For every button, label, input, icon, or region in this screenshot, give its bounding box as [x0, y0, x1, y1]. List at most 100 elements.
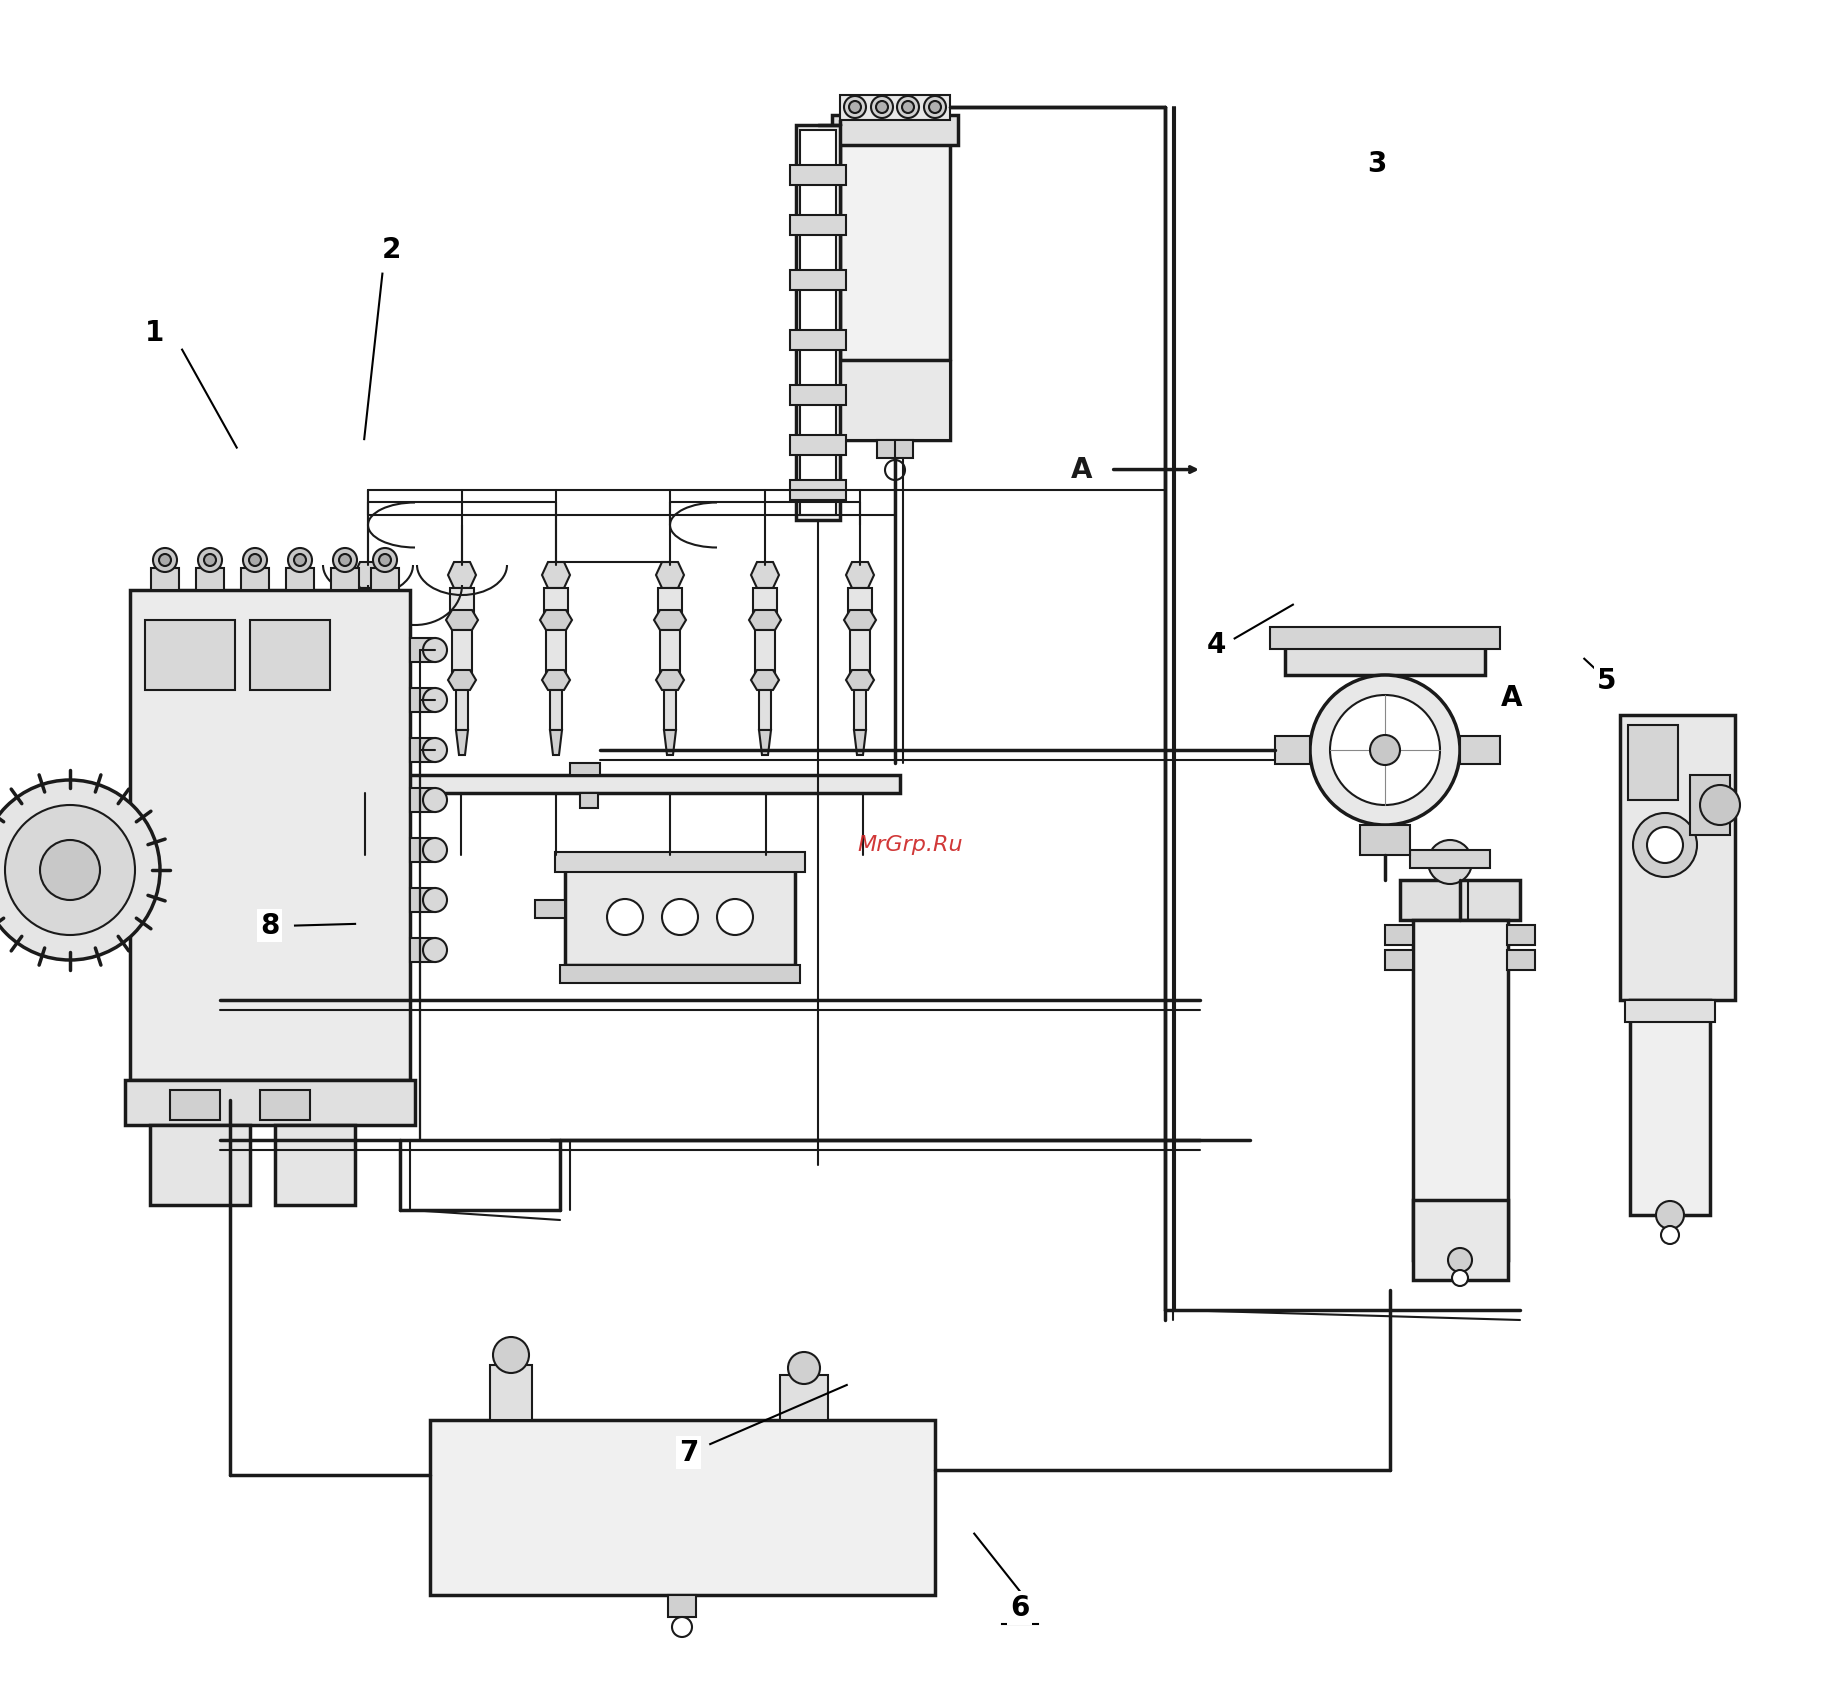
Bar [796, 125, 839, 520]
Circle shape [1655, 1201, 1684, 1230]
Circle shape [0, 780, 160, 959]
Bar [151, 568, 178, 589]
Bar [668, 1594, 696, 1616]
Text: 2: 2 [382, 236, 401, 263]
Text: 8: 8 [260, 912, 279, 939]
Circle shape [788, 1351, 819, 1383]
Circle shape [1633, 812, 1697, 877]
Circle shape [717, 899, 754, 936]
Circle shape [158, 554, 171, 566]
Circle shape [663, 899, 697, 936]
Text: A: A [1071, 456, 1093, 483]
Bar [410, 937, 435, 963]
Bar [790, 166, 847, 186]
Bar [790, 480, 847, 500]
Bar [1630, 1000, 1710, 1214]
Circle shape [5, 806, 135, 936]
Polygon shape [854, 730, 867, 755]
Bar [1690, 775, 1730, 834]
Bar [659, 630, 679, 681]
Polygon shape [550, 730, 563, 755]
Circle shape [333, 547, 357, 573]
Bar [286, 568, 313, 589]
Circle shape [672, 1616, 692, 1637]
Circle shape [1309, 676, 1460, 824]
Polygon shape [750, 671, 779, 691]
Bar [790, 270, 847, 291]
Bar [1386, 926, 1413, 946]
Polygon shape [656, 562, 685, 588]
Bar [759, 691, 770, 730]
Polygon shape [748, 610, 781, 630]
Bar [430, 1420, 934, 1594]
Bar [197, 568, 224, 589]
Bar [849, 588, 872, 618]
Polygon shape [353, 671, 382, 691]
Bar [249, 620, 330, 691]
Polygon shape [541, 610, 572, 630]
Circle shape [40, 839, 100, 900]
Circle shape [1701, 785, 1741, 824]
Bar [790, 215, 847, 235]
Circle shape [1661, 1226, 1679, 1245]
Circle shape [242, 547, 268, 573]
Circle shape [1646, 828, 1683, 863]
Bar [790, 385, 847, 405]
Circle shape [339, 554, 351, 566]
Bar [129, 589, 410, 1079]
Circle shape [422, 838, 446, 861]
Bar [839, 135, 951, 441]
Bar [371, 568, 399, 589]
Circle shape [870, 96, 892, 118]
Circle shape [293, 554, 306, 566]
Bar [839, 95, 951, 120]
Polygon shape [353, 562, 382, 588]
Bar [410, 687, 435, 713]
Bar [878, 441, 912, 458]
Polygon shape [543, 671, 570, 691]
Polygon shape [446, 610, 477, 630]
Bar [410, 638, 435, 662]
Text: 5: 5 [1597, 667, 1615, 694]
Circle shape [379, 554, 392, 566]
Bar [756, 630, 776, 681]
Circle shape [923, 96, 945, 118]
Bar [260, 1089, 310, 1120]
Circle shape [249, 554, 260, 566]
Bar [1508, 926, 1535, 946]
Polygon shape [448, 562, 475, 588]
Bar [1628, 725, 1677, 801]
Bar [535, 900, 565, 919]
Bar [455, 691, 468, 730]
Circle shape [422, 687, 446, 713]
Text: 3: 3 [1368, 150, 1386, 177]
Bar [581, 794, 597, 807]
Bar [355, 588, 381, 618]
Text: MrGrp.Ru: MrGrp.Ru [858, 834, 963, 855]
Bar [799, 130, 836, 515]
Circle shape [885, 459, 905, 480]
Bar [362, 691, 373, 730]
Bar [240, 568, 270, 589]
Text: 7: 7 [679, 1439, 697, 1466]
Circle shape [606, 899, 643, 936]
Polygon shape [843, 610, 876, 630]
Circle shape [843, 96, 867, 118]
Polygon shape [654, 610, 687, 630]
Text: 6: 6 [1011, 1594, 1029, 1621]
Bar [839, 360, 951, 441]
Circle shape [876, 101, 889, 113]
Circle shape [422, 888, 446, 912]
Bar [790, 436, 847, 454]
Bar [550, 691, 563, 730]
Polygon shape [847, 671, 874, 691]
Circle shape [422, 738, 446, 762]
Bar [779, 1375, 829, 1420]
Bar [331, 568, 359, 589]
Bar [561, 964, 799, 983]
Circle shape [1428, 839, 1471, 883]
Bar [452, 630, 472, 681]
Circle shape [288, 547, 311, 573]
Bar [410, 738, 435, 762]
Polygon shape [455, 730, 468, 755]
